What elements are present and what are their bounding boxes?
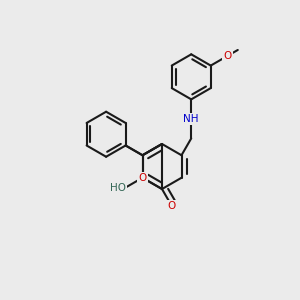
Text: O: O bbox=[138, 173, 147, 183]
Text: O: O bbox=[168, 201, 176, 211]
Text: NH: NH bbox=[184, 114, 199, 124]
Text: HO: HO bbox=[110, 182, 126, 193]
Text: O: O bbox=[224, 51, 232, 61]
